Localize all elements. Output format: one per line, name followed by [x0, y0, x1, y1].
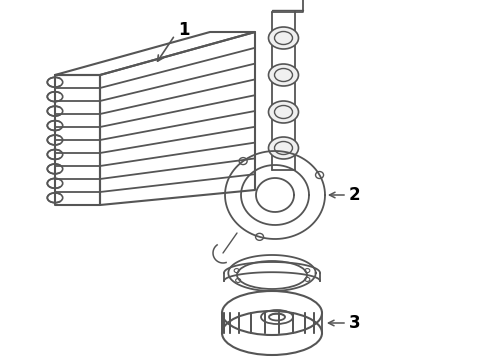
Ellipse shape — [269, 101, 298, 123]
Ellipse shape — [269, 27, 298, 49]
Text: 3: 3 — [349, 314, 361, 332]
Ellipse shape — [269, 137, 298, 159]
Ellipse shape — [269, 64, 298, 86]
Text: 1: 1 — [178, 21, 190, 39]
Text: 2: 2 — [349, 186, 361, 204]
